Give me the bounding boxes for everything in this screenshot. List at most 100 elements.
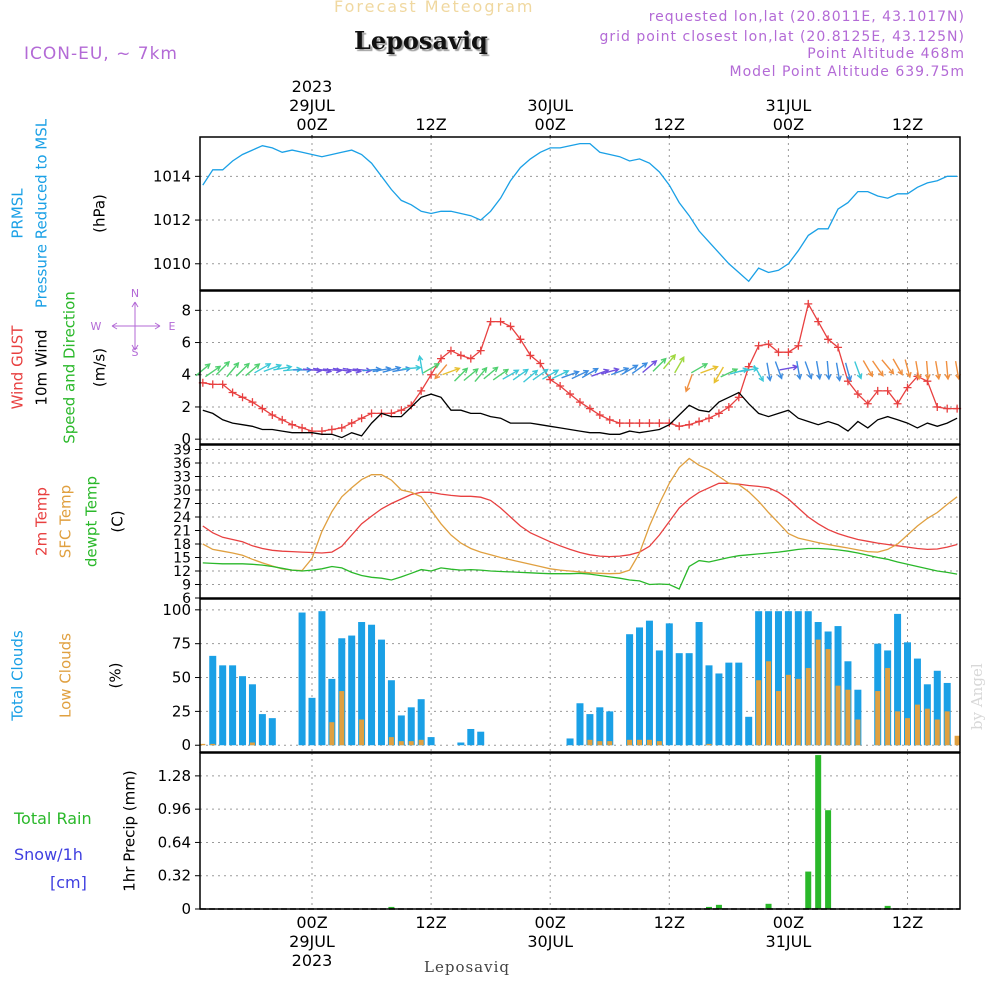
clouds-bar-total-clouds (318, 611, 326, 746)
clouds-bar-low-clouds (756, 680, 762, 746)
clouds-bar-total-clouds (377, 639, 385, 746)
clouds-bar-total-clouds (358, 622, 366, 746)
wind-arrow (652, 357, 667, 372)
gust-marker (427, 370, 436, 379)
precipitation-bar-total-rain (706, 906, 712, 909)
precipitation-ytick-label: 0 (181, 900, 191, 918)
clouds-bar-total-clouds (348, 635, 356, 746)
gust-marker (635, 419, 644, 428)
gust-marker (228, 388, 237, 397)
clouds-bar-low-clouds (329, 722, 335, 746)
wind-arrow (542, 369, 560, 380)
gust-marker (764, 340, 773, 349)
clouds-bar-total-clouds (457, 742, 465, 746)
compass-south: S (132, 346, 139, 359)
wind-axis-label: Speed and Direction (61, 291, 79, 444)
wind-arrow (835, 362, 842, 382)
clouds-bar-total-clouds (655, 650, 663, 746)
precipitation-bar-total-rain (715, 904, 722, 909)
clouds-bar-total-clouds (477, 731, 485, 746)
precip-side-label: [cm] (50, 873, 87, 892)
clouds-bar-total-clouds (219, 665, 227, 746)
location-title: Leposaviq (354, 26, 488, 55)
precipitation-bar-total-rain (825, 810, 832, 909)
precip-side-label: Total Rain (13, 809, 92, 828)
clouds-ytick-label: 75 (172, 635, 191, 653)
wind-arrow (844, 362, 853, 382)
wind-arrow (700, 365, 719, 374)
gust-marker (278, 415, 287, 424)
clouds-bar-total-clouds (308, 697, 316, 746)
temperature-ytick-label: 6 (182, 591, 191, 607)
gust-marker (903, 383, 912, 392)
gust-marker (347, 419, 356, 428)
bottom-time-label: 31JUL (766, 932, 812, 951)
clouds-bar-total-clouds (626, 634, 634, 746)
clouds-ytick-label: 25 (172, 702, 191, 720)
clouds-bar-low-clouds (785, 674, 791, 746)
gust-marker (476, 346, 485, 355)
gust-marker (327, 425, 336, 434)
clouds-bar-low-clouds (637, 739, 643, 746)
clouds-bar-low-clouds (845, 689, 851, 746)
bottom-time-label: 00Z (535, 913, 566, 932)
precipitation-ytick-label: 1.28 (158, 767, 191, 785)
temperature-frame (199, 444, 961, 599)
clouds-bar-total-clouds (715, 673, 723, 746)
bottom-time-label: 00Z (296, 913, 327, 932)
clouds-bar-low-clouds (825, 649, 831, 746)
gust-marker (943, 404, 952, 413)
clouds-bar-low-clouds (388, 737, 394, 746)
clouds-axis-label: Total Clouds (9, 630, 27, 722)
clouds-bar-low-clouds (924, 708, 930, 746)
clouds-bar-low-clouds (905, 718, 910, 746)
bottom-time-label: 00Z (773, 913, 804, 932)
gust-marker (288, 420, 297, 429)
gust-marker (685, 420, 694, 429)
wind-arrow (422, 363, 441, 374)
wind-arrow (804, 361, 813, 380)
top-time-label: 12Z (415, 115, 446, 134)
wind-arrow (600, 367, 620, 375)
clouds-bar-low-clouds (766, 661, 772, 746)
clouds-bar-total-clouds (794, 611, 802, 746)
point-altitude: Point Altitude 468m (807, 46, 965, 62)
clouds-bar-low-clouds (934, 719, 940, 746)
gust-marker (585, 404, 594, 413)
gust-marker (546, 375, 555, 384)
wind-arrow (551, 369, 570, 380)
model-label: ICON-EU, ~ 7km (24, 44, 178, 64)
temperature-line-dewpt-temp (202, 547, 958, 590)
wind-arrow (662, 353, 677, 370)
top-time-label: 2023 (292, 77, 333, 96)
clouds-bar-total-clouds (576, 703, 584, 746)
temperature-axis-label: dewpt Temp (83, 476, 101, 567)
clouds-bar-total-clouds (368, 624, 376, 746)
gust-marker (705, 414, 713, 423)
gust-marker (218, 380, 227, 389)
bottom-time-label: 12Z (415, 913, 446, 932)
temperature-ytick-label: 36 (173, 456, 191, 472)
temperature-ytick-label: 21 (173, 524, 191, 540)
wind-arrow (854, 361, 863, 380)
bottom-time-label: 2023 (292, 951, 333, 970)
clouds-bar-total-clouds (695, 622, 703, 746)
gust-marker (853, 390, 862, 399)
wind-arrow (245, 363, 261, 377)
compass-west: W (91, 320, 102, 333)
gust-marker (625, 419, 634, 428)
wind-arrow (417, 354, 424, 375)
clouds-bar-total-clouds (606, 711, 614, 746)
clouds-bar-low-clouds (885, 668, 891, 746)
gust-marker (605, 415, 614, 424)
temperature-ytick-label: 39 (173, 443, 191, 459)
clouds-bar-total-clouds (705, 665, 713, 746)
precipitation-bar-total-rain (815, 755, 822, 909)
gust-marker (556, 382, 565, 391)
gust-marker (536, 359, 545, 368)
clouds-frame (199, 598, 961, 753)
wind-arrow (442, 367, 461, 376)
top-time-label: 00Z (535, 115, 566, 134)
pressure-frame (199, 136, 961, 291)
temperature-ytick-label: 18 (173, 537, 191, 553)
